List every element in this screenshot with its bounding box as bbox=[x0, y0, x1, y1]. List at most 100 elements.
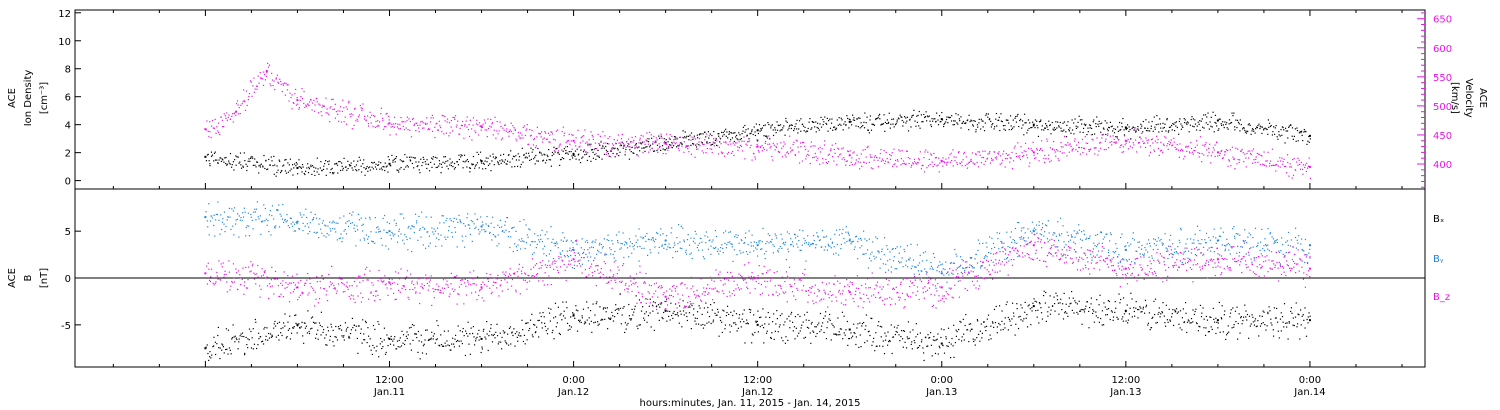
data-point-series-0 bbox=[342, 167, 344, 169]
data-point-series-3 bbox=[254, 208, 256, 210]
data-point-series-2 bbox=[1063, 292, 1065, 295]
data-point-series-0 bbox=[1147, 127, 1149, 129]
data-point-series-2 bbox=[958, 338, 960, 341]
data-point-series-1 bbox=[353, 124, 355, 127]
data-point-series-3 bbox=[519, 220, 521, 223]
data-point-series-0 bbox=[447, 160, 449, 162]
data-point-series-0 bbox=[1162, 127, 1164, 129]
data-point-series-2 bbox=[927, 345, 929, 347]
data-point-series-0 bbox=[1121, 122, 1123, 124]
data-point-series-2 bbox=[255, 347, 258, 350]
data-point-series-3 bbox=[517, 244, 519, 246]
data-point-series-3 bbox=[356, 229, 359, 231]
data-point-series-3 bbox=[524, 247, 526, 250]
data-point-series-2 bbox=[669, 310, 671, 313]
data-point-series-0 bbox=[1151, 120, 1153, 123]
data-point-series-1 bbox=[460, 124, 463, 126]
data-point-series-2 bbox=[621, 314, 623, 316]
data-point-series-3 bbox=[302, 229, 304, 232]
data-point-series-3 bbox=[663, 247, 665, 249]
data-point-series-0 bbox=[391, 154, 393, 157]
data-point-series-1 bbox=[409, 120, 411, 123]
data-point-series-1 bbox=[544, 132, 547, 134]
data-point-series-1 bbox=[323, 105, 325, 107]
data-point-series-1 bbox=[566, 140, 568, 142]
data-point-series-1 bbox=[241, 103, 243, 105]
data-point-series-2 bbox=[1293, 324, 1295, 327]
data-point-series-2 bbox=[669, 319, 671, 321]
data-point-series-0 bbox=[468, 167, 471, 169]
data-point-series-1 bbox=[1219, 152, 1221, 155]
data-point-series-0 bbox=[991, 124, 993, 126]
data-point-series-2 bbox=[993, 308, 996, 311]
data-point-series-2 bbox=[348, 337, 350, 339]
data-point-series-0 bbox=[723, 134, 725, 136]
data-point-series-2 bbox=[377, 321, 379, 323]
data-point-series-0 bbox=[1291, 127, 1294, 129]
data-point-series-0 bbox=[958, 118, 961, 120]
data-point-series-1 bbox=[350, 113, 353, 115]
data-point-series-0 bbox=[545, 159, 548, 161]
data-point-series-2 bbox=[861, 322, 864, 325]
data-point-series-0 bbox=[696, 134, 698, 136]
data-point-series-0 bbox=[1071, 129, 1074, 131]
data-point-series-1 bbox=[639, 139, 641, 141]
data-point-series-2 bbox=[223, 352, 225, 354]
data-point-series-0 bbox=[575, 158, 577, 160]
data-point-series-3 bbox=[711, 241, 713, 243]
data-point-series-0 bbox=[1272, 131, 1274, 133]
data-point-series-2 bbox=[406, 337, 408, 340]
data-point-series-0 bbox=[1077, 126, 1079, 128]
data-point-series-1 bbox=[771, 155, 773, 158]
data-point-series-1 bbox=[492, 134, 494, 136]
data-point-series-2 bbox=[455, 340, 458, 343]
data-point-series-0 bbox=[518, 156, 521, 158]
data-point-series-1 bbox=[1167, 148, 1169, 150]
data-point-series-1 bbox=[890, 155, 892, 157]
data-point-series-0 bbox=[627, 145, 629, 147]
data-point-series-0 bbox=[477, 153, 480, 156]
data-point-series-0 bbox=[692, 142, 694, 145]
data-point-series-3 bbox=[525, 242, 528, 244]
data-point-series-1 bbox=[1113, 141, 1115, 144]
data-point-series-0 bbox=[577, 154, 579, 156]
data-point-series-3 bbox=[633, 248, 635, 250]
data-point-series-3 bbox=[848, 239, 851, 242]
data-point-series-3 bbox=[469, 233, 472, 235]
data-point-series-2 bbox=[204, 347, 207, 350]
data-point-series-1 bbox=[918, 159, 921, 161]
data-point-series-0 bbox=[1015, 121, 1018, 123]
data-point-series-2 bbox=[586, 319, 588, 321]
data-point-series-1 bbox=[900, 164, 902, 166]
data-point-series-1 bbox=[221, 119, 223, 121]
data-point-series-2 bbox=[1186, 321, 1189, 323]
data-point-series-2 bbox=[543, 322, 546, 324]
data-point-series-0 bbox=[562, 150, 564, 152]
data-point-series-3 bbox=[619, 248, 621, 250]
data-point-series-1 bbox=[518, 135, 520, 137]
data-point-series-0 bbox=[369, 169, 372, 171]
data-point-series-0 bbox=[1273, 126, 1275, 128]
data-point-series-0 bbox=[648, 138, 650, 140]
data-point-series-2 bbox=[1086, 301, 1088, 303]
data-point-series-1 bbox=[841, 158, 843, 160]
data-point-series-0 bbox=[1137, 125, 1139, 128]
data-point-series-2 bbox=[861, 325, 863, 327]
data-point-series-2 bbox=[609, 318, 612, 320]
data-point-series-1 bbox=[1078, 146, 1080, 149]
data-point-series-3 bbox=[219, 233, 221, 235]
data-point-series-3 bbox=[677, 224, 680, 226]
data-point-series-3 bbox=[251, 219, 253, 222]
data-point-series-3 bbox=[679, 241, 681, 243]
data-point-series-2 bbox=[420, 341, 423, 343]
data-point-series-3 bbox=[542, 248, 544, 250]
data-point-series-1 bbox=[984, 160, 987, 163]
data-point-series-1 bbox=[865, 156, 867, 158]
data-point-series-1 bbox=[441, 114, 443, 117]
data-point-series-3 bbox=[402, 239, 404, 241]
data-point-series-1 bbox=[1173, 137, 1175, 139]
data-point-series-1 bbox=[338, 120, 340, 122]
data-point-series-2 bbox=[774, 330, 776, 332]
data-point-series-2 bbox=[1299, 309, 1302, 311]
data-point-series-3 bbox=[380, 237, 382, 240]
